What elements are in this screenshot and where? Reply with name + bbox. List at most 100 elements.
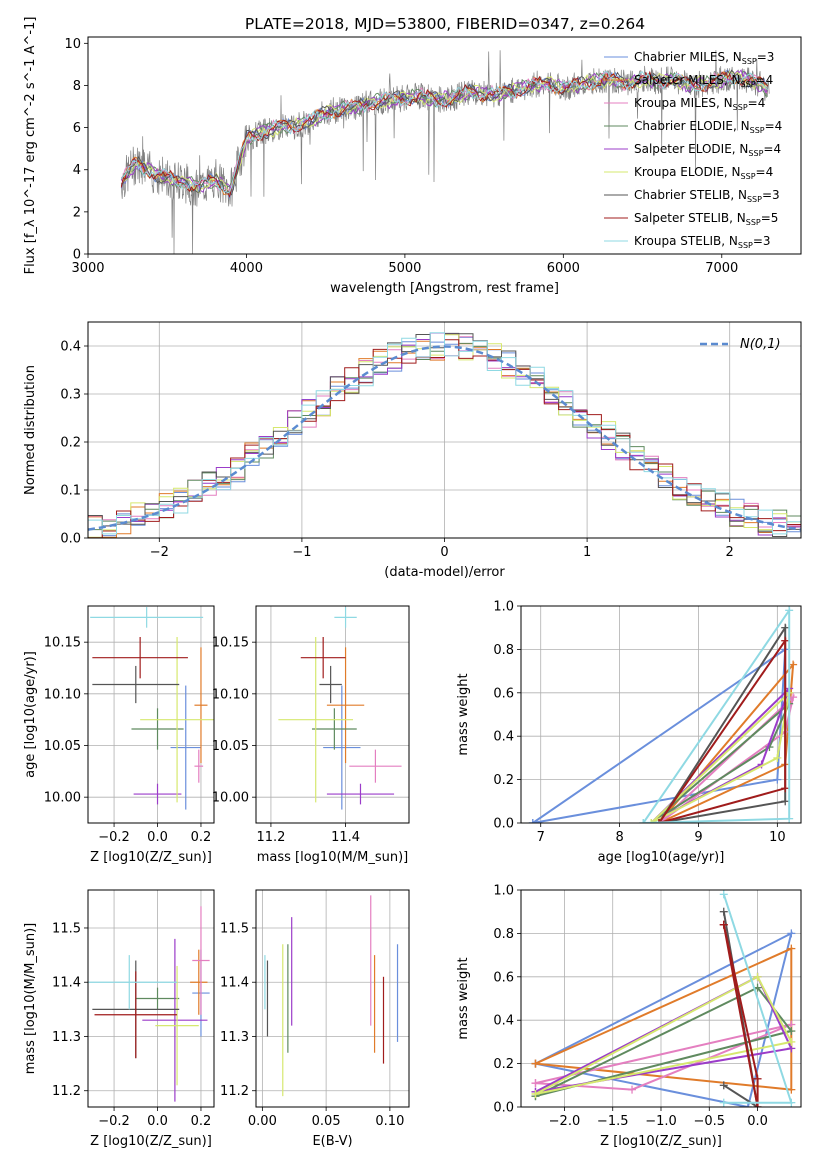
x-tick-label: −2.0 xyxy=(549,1114,581,1129)
axes-frame xyxy=(87,605,215,824)
y-tick-label: 10.10 xyxy=(44,687,81,702)
axes-Z_weight: −2.0 −1.5 −1.0 −0.5 0.0 0.0 0.2 0.4 0.6 0.8 1.0 Z [… xyxy=(456,884,802,1149)
model-spectrum-line xyxy=(120,69,769,196)
y-tick-label: 2 xyxy=(73,205,81,220)
legend-entry: Salpeter MILES, NSSP=4 xyxy=(634,73,773,89)
axes-residuals: −2 −1 0 1 2 0.0 0.1 0.2 0.3 0.4 (data-model)/error… xyxy=(23,321,802,580)
y-tick-label: 0.2 xyxy=(60,436,81,451)
x-tick-label: −0.2 xyxy=(98,1114,130,1129)
weight-polygon xyxy=(650,702,791,823)
weight-polygon xyxy=(535,975,793,1095)
x-tick-label: −2 xyxy=(150,545,169,560)
x-axis-label: Z [log10(Z/Z_sun)] xyxy=(90,1134,212,1149)
legend-label: Chabrier ELODIE, N xyxy=(634,119,750,133)
legend-subscript: SSP xyxy=(747,195,762,204)
y-axis-label: age [log10(age/yr)] xyxy=(23,651,38,778)
x-tick-label: −0.5 xyxy=(693,1114,725,1129)
y-tick-label: 1.0 xyxy=(493,884,514,899)
x-tick-label: 3000 xyxy=(71,261,104,276)
y-tick-label: 1.0 xyxy=(493,600,514,615)
legend-entry: Kroupa MILES, NSSP=4 xyxy=(634,96,765,112)
legend-label: Salpeter MILES, N xyxy=(634,73,741,87)
x-axis-label: E(B-V) xyxy=(312,1134,352,1149)
y-tick-label: 10.00 xyxy=(44,791,81,806)
x-tick-label: 6000 xyxy=(547,261,580,276)
axes-frame xyxy=(87,321,802,539)
legend-count: =3 xyxy=(762,188,780,202)
y-tick-label: 0.0 xyxy=(60,532,81,547)
legend-subscript: SSP xyxy=(741,172,756,181)
y-tick-label: 10.05 xyxy=(212,739,249,754)
x-axis-label: Z [log10(Z/Z_sun)] xyxy=(600,1134,722,1149)
y-tick-label: 0.6 xyxy=(493,970,514,985)
axes-frame xyxy=(87,36,802,255)
x-tick-label: −1.5 xyxy=(597,1114,629,1129)
x-axis-label: age [log10(age/yr)] xyxy=(598,850,725,865)
legend-subscript: SSP xyxy=(748,149,763,158)
y-tick-label: 11.5 xyxy=(52,921,81,936)
x-tick-label: 0.00 xyxy=(248,1114,277,1129)
legend-label: Chabrier MILES, N xyxy=(634,50,742,64)
legend-label: Kroupa ELODIE, N xyxy=(634,165,741,179)
axes-Z_mass: −0.2 0.0 0.2 11.2 11.3 11.4 11.5 Z [log10(Z/Z_s… xyxy=(23,889,215,1149)
axes-age_weight: 7 8 9 10 0.0 0.2 0.4 0.6 0.8 1.0 age [log10(age/yr… xyxy=(456,600,802,865)
legend-subscript: SSP xyxy=(746,218,761,227)
x-tick-label: 9 xyxy=(694,830,702,845)
x-tick-label: −1.0 xyxy=(645,1114,677,1129)
legend-entry: Chabrier STELIB, NSSP=3 xyxy=(634,188,780,204)
weight-polygon xyxy=(642,607,791,823)
x-tick-label: 11.4 xyxy=(331,830,360,845)
y-tick-label: 10 xyxy=(64,37,81,52)
plot-area-Z_mass xyxy=(88,906,210,1102)
plot-area-Z_age xyxy=(90,607,214,810)
y-tick-label: 11.2 xyxy=(220,1084,249,1099)
x-tick-label: 0.10 xyxy=(375,1114,404,1129)
legend-subscript: SSP xyxy=(750,126,765,135)
normal-curve xyxy=(88,345,801,531)
x-tick-label: 4000 xyxy=(230,261,263,276)
y-tick-label: 0.8 xyxy=(493,643,514,658)
x-axis-label: Z [log10(Z/Z_sun)] xyxy=(90,850,212,865)
y-tick-label: 0.1 xyxy=(60,484,81,499)
legend-subscript: SSP xyxy=(742,57,757,66)
y-axis-label: mass weight xyxy=(456,957,471,1039)
legend-count: =5 xyxy=(761,211,779,225)
x-tick-label: 0.2 xyxy=(191,830,212,845)
y-tick-label: 0.4 xyxy=(493,1014,514,1029)
y-tick-label: 10.15 xyxy=(44,636,81,651)
legend-entry: Kroupa ELODIE, NSSP=4 xyxy=(634,165,773,181)
residual-histogram xyxy=(88,332,801,535)
plot-area-ebv_mass xyxy=(264,895,399,1097)
x-axis-label: mass [log10(M/M_sun)] xyxy=(257,850,409,865)
y-tick-label: 0.2 xyxy=(493,773,514,788)
y-tick-label: 11.4 xyxy=(52,976,81,991)
legend-subscript: SSP xyxy=(738,241,753,250)
x-tick-label: 0.0 xyxy=(747,1114,768,1129)
legend-label: Kroupa STELIB, N xyxy=(634,234,738,248)
y-tick-label: 0.0 xyxy=(493,817,514,832)
legend-entry: Salpeter STELIB, NSSP=5 xyxy=(634,211,778,227)
x-tick-label: −1 xyxy=(292,545,311,560)
weight-polygon xyxy=(658,637,787,823)
x-tick-label: 7000 xyxy=(705,261,738,276)
axes-ebv_mass: 0.00 0.05 0.10 11.2 11.3 11.4 11.5 E(B-V) xyxy=(220,889,410,1149)
model-spectrum-line xyxy=(120,72,769,192)
y-tick-label: 11.3 xyxy=(220,1030,249,1045)
legend-count: =4 xyxy=(748,96,766,110)
weight-polygon xyxy=(650,689,791,823)
axes-frame xyxy=(87,889,215,1108)
axes-Z_age: −0.2 0.0 0.2 10.00 10.05 10.10 10.15 Z [log10(Z… xyxy=(23,605,215,865)
y-tick-label: 0.6 xyxy=(493,686,514,701)
x-tick-label: 0 xyxy=(440,545,448,560)
y-axis-label: mass weight xyxy=(456,673,471,755)
plot-area-mass_age xyxy=(278,607,402,810)
y-tick-label: 11.2 xyxy=(52,1084,81,1099)
y-tick-label: 4 xyxy=(73,163,81,178)
model-spectrum-line xyxy=(120,70,769,194)
x-tick-label: −0.2 xyxy=(98,830,130,845)
y-tick-label: 10.00 xyxy=(212,791,249,806)
y-tick-label: 11.4 xyxy=(220,976,249,991)
legend-count: =4 xyxy=(763,142,781,156)
x-tick-label: 0.2 xyxy=(191,1114,212,1129)
